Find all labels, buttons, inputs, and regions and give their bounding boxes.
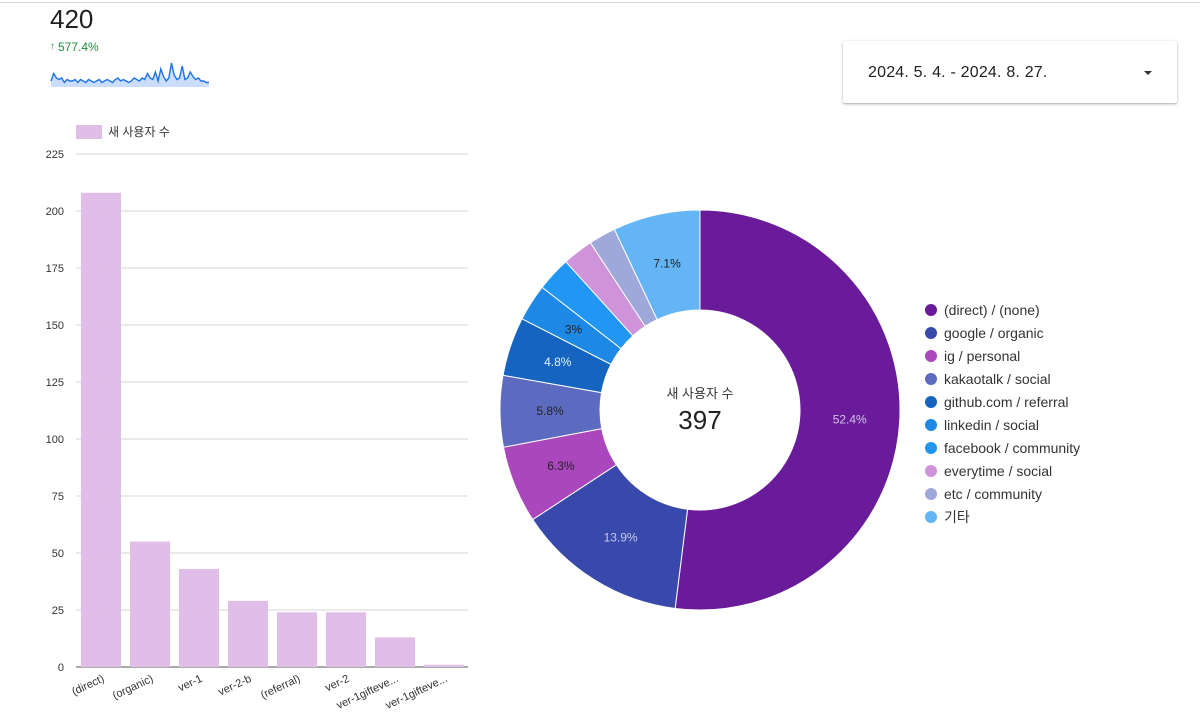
- legend-dot-icon: [925, 464, 937, 477]
- legend-dot-icon: [925, 303, 937, 316]
- legend-item[interactable]: linkedin / social: [925, 413, 1080, 436]
- y-tick-label: 225: [46, 149, 64, 161]
- legend-dot-icon: [925, 510, 937, 523]
- pie-slice-label: 52.4%: [833, 412, 867, 426]
- legend-item[interactable]: ig / personal: [925, 344, 1080, 367]
- legend-label: google / organic: [944, 324, 1044, 341]
- bar[interactable]: [81, 192, 121, 667]
- legend-label: kakaotalk / social: [944, 370, 1051, 387]
- legend-label: facebook / community: [944, 439, 1081, 456]
- bar[interactable]: [424, 664, 464, 667]
- bar[interactable]: [228, 600, 268, 667]
- legend-label: linkedin / social: [944, 416, 1039, 433]
- legend-label: (direct) / (none): [944, 301, 1040, 318]
- date-range-picker[interactable]: 2024. 5. 4. - 2024. 8. 27.: [843, 41, 1177, 103]
- pie-slice[interactable]: [674, 209, 901, 611]
- legend-item[interactable]: kakaotalk / social: [925, 367, 1080, 390]
- legend-item[interactable]: facebook / community: [925, 436, 1080, 459]
- legend-dot-icon: [925, 418, 937, 431]
- pie-slice-label: 5.8%: [536, 404, 564, 418]
- legend-dot-icon: [925, 441, 937, 454]
- bar[interactable]: [375, 637, 415, 667]
- legend-item[interactable]: google / organic: [925, 321, 1080, 344]
- legend-item[interactable]: 기타: [925, 505, 1080, 528]
- bar[interactable]: [179, 568, 219, 667]
- pie-slice[interactable]: [613, 209, 701, 321]
- y-tick-label: 0: [58, 662, 64, 674]
- legend-dot-icon: [925, 372, 937, 385]
- bar-legend-label: 새 사용자 수: [108, 125, 170, 139]
- legend-label: everytime / social: [944, 462, 1053, 479]
- pie-slice-label: 7.1%: [653, 257, 681, 271]
- bar[interactable]: [326, 612, 366, 667]
- date-range-value: 2024. 5. 4. - 2024. 8. 27.: [868, 64, 1048, 81]
- scorecard-value: 420: [50, 4, 94, 34]
- y-tick-label: 200: [46, 206, 64, 218]
- legend-item[interactable]: etc / community: [925, 482, 1080, 505]
- scorecard-sparkline: [50, 62, 209, 87]
- legend-item[interactable]: everytime / social: [925, 459, 1080, 482]
- y-tick-label: 150: [46, 320, 64, 332]
- legend-label: 기타: [944, 508, 970, 525]
- pie-slice-label: 6.3%: [547, 459, 575, 473]
- x-tick-label: (organic): [111, 673, 155, 702]
- legend-dot-icon: [925, 487, 937, 500]
- new-users-scorecard: 420 ↑ 577.4%: [50, 4, 220, 94]
- legend-dot-icon: [925, 349, 937, 362]
- legend-label: etc / community: [944, 485, 1043, 502]
- donut-legend: (direct) / (none) google / organic ig / pe…: [925, 298, 1080, 528]
- pie-slice-label: 13.9%: [604, 530, 638, 544]
- bar[interactable]: [130, 541, 170, 667]
- y-tick-label: 75: [52, 491, 64, 503]
- scorecard-delta: ↑ 577.4%: [50, 40, 99, 54]
- new-users-bar-chart: 새 사용자 수 0 25 50 75 100 125 150 175 200 225 (direct)…: [46, 125, 468, 712]
- sparkline-line: [50, 62, 209, 84]
- legend-item[interactable]: (direct) / (none): [925, 298, 1080, 321]
- legend-label: github.com / referral: [944, 393, 1069, 410]
- x-tick-label: ver-1: [176, 673, 204, 694]
- pie-slice-label: 3%: [565, 322, 583, 336]
- y-tick-label: 50: [52, 548, 64, 560]
- sparkline-area: [51, 63, 209, 87]
- pie-slice-label: 4.8%: [544, 355, 572, 369]
- x-tick-label: (direct): [70, 673, 106, 698]
- legend-dot-icon: [925, 326, 937, 339]
- legend-item[interactable]: github.com / referral: [925, 390, 1080, 413]
- x-tick-label: ver-2-b: [217, 673, 254, 699]
- bar-legend-swatch: [76, 125, 102, 139]
- donut-center-label: 새 사용자 수: [666, 386, 733, 401]
- legend-dot-icon: [925, 395, 937, 408]
- y-tick-label: 125: [46, 377, 64, 389]
- legend-label: ig / personal: [944, 347, 1021, 364]
- y-tick-label: 25: [52, 605, 64, 617]
- y-tick-label: 100: [46, 434, 64, 446]
- x-tick-label: ver-2: [323, 673, 351, 694]
- new-users-donut-chart: 52.4% 13.9% 6.3% 5.8% 4.8% 3% 7.1% 새 사용자 수 397: [499, 209, 901, 611]
- x-tick-label: (referral): [259, 673, 302, 702]
- bar-legend: 새 사용자 수: [76, 125, 170, 139]
- top-divider: [0, 2, 1200, 3]
- donut-center-value: 397: [678, 405, 721, 435]
- scorecard-delta-value: 577.4%: [58, 40, 99, 54]
- dropdown-arrow-icon[interactable]: [1144, 71, 1152, 75]
- y-tick-label: 175: [46, 263, 64, 275]
- bar[interactable]: [277, 612, 317, 667]
- arrow-up-icon: ↑: [50, 41, 55, 52]
